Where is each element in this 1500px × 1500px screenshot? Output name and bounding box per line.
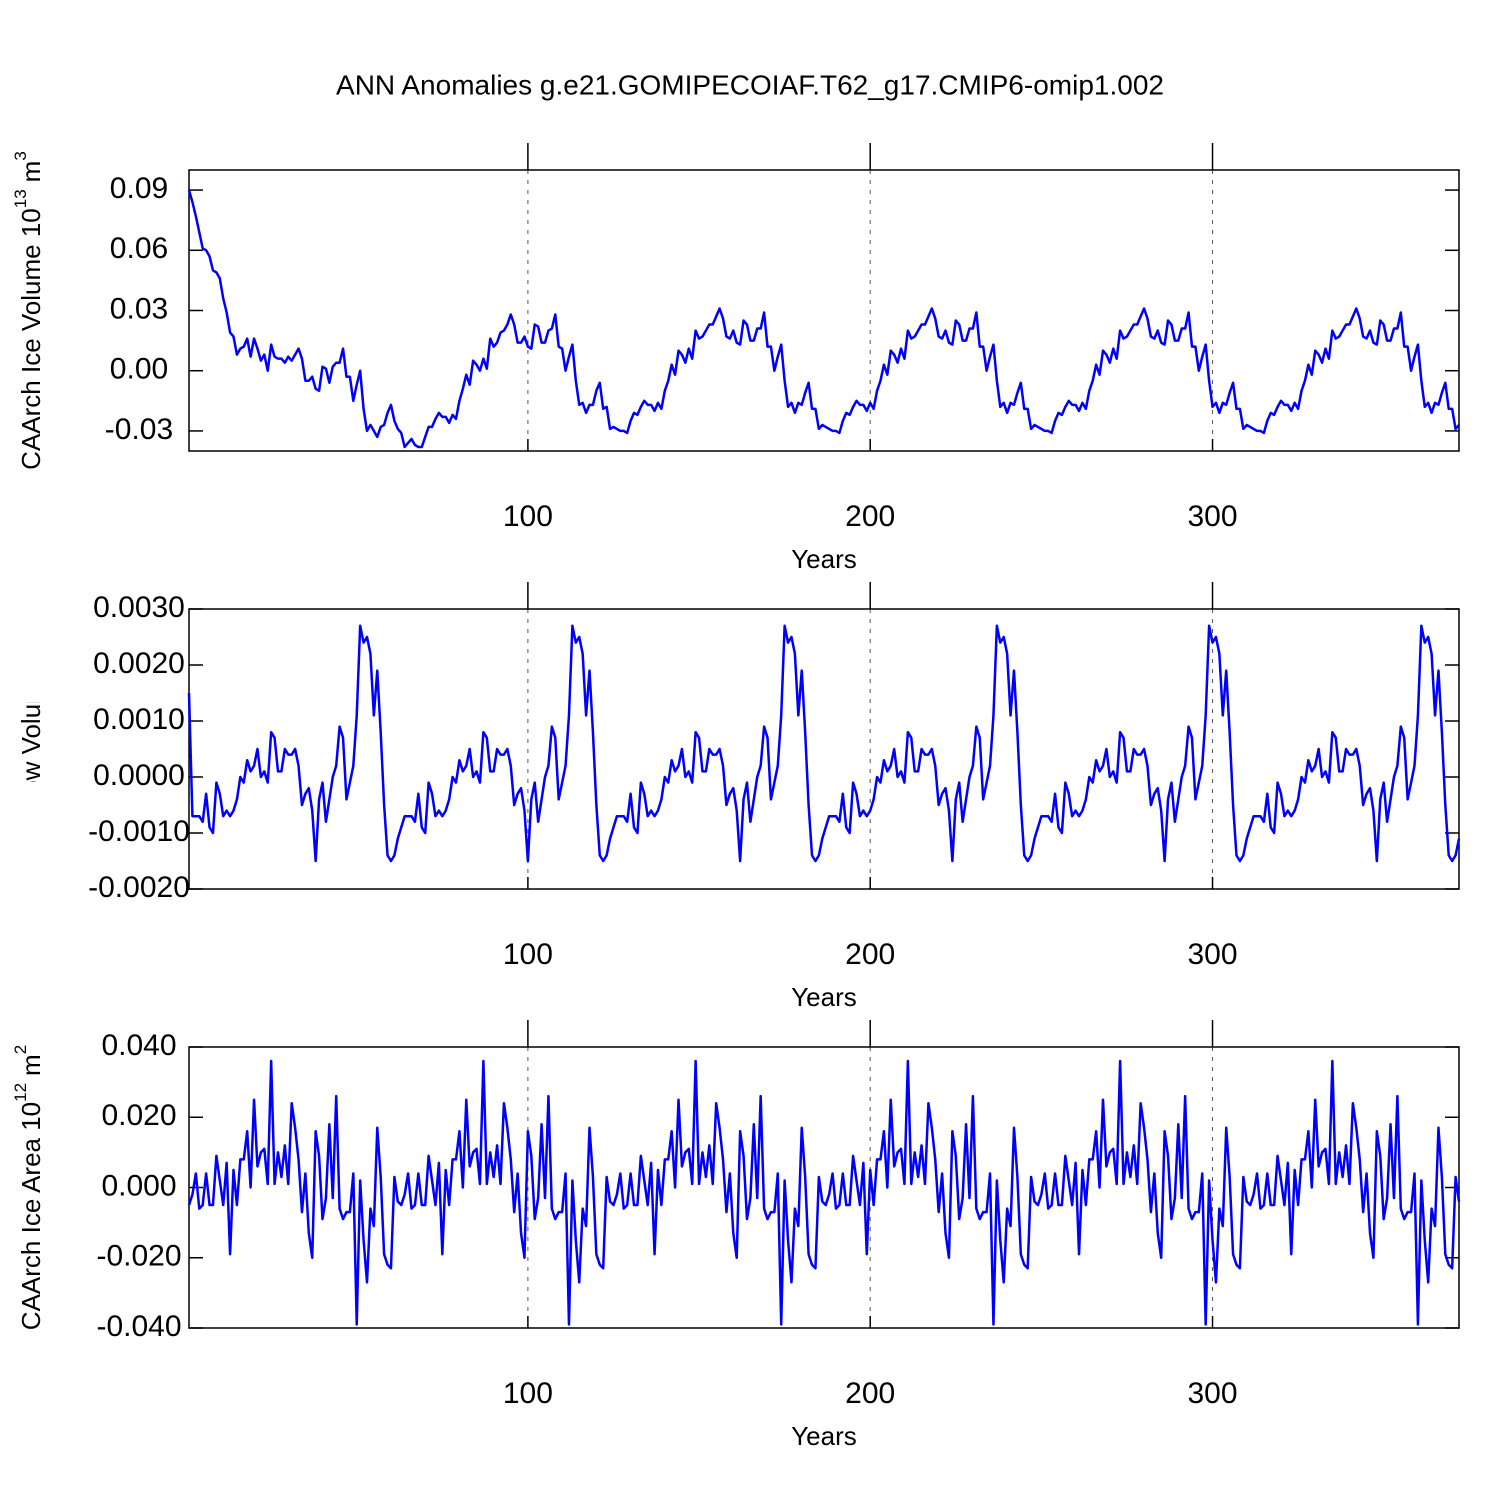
y-tick-label: 0.0020	[93, 647, 185, 680]
figure-title: ANN Anomalies g.e21.GOMIPECOIAF.T62_g17.…	[336, 69, 1164, 100]
x-tick-label: 100	[503, 1377, 553, 1410]
data-line	[187, 189, 1460, 449]
y-axis-title-part: 3	[11, 575, 30, 584]
x-tick-label: 200	[845, 500, 895, 533]
y-axis-title-part: m	[16, 584, 46, 606]
y-tick-label: 0.040	[101, 1029, 176, 1062]
y-axis-title: CAArch Ice Volume 1013 m3	[11, 151, 45, 470]
x-axis-title: Years	[791, 544, 857, 574]
y-tick-label: 0.0030	[93, 591, 185, 624]
y-tick-label: -0.020	[96, 1240, 181, 1273]
y-axis-title-part: m	[16, 161, 46, 183]
plot-frame	[188, 608, 1460, 890]
y-axis-title-part: CAArch Ice Volume 10	[16, 208, 46, 470]
x-axis-title: Years	[791, 982, 857, 1012]
y-tick-label: -0.0020	[88, 871, 190, 904]
y-axis-title-part: 12	[11, 1083, 30, 1102]
x-tick-label: 100	[503, 938, 553, 971]
y-tick-label: -0.0010	[88, 815, 190, 848]
y-axis-title: CAArch Snow Volume 1013 m3	[11, 575, 45, 924]
y-axis-title-part: 2	[11, 1045, 30, 1054]
panel: 100 200 300 0.09 0.06 0.03 0.00 -0.03 Years CAArc…	[11, 143, 1460, 574]
plot-frame	[188, 169, 1460, 452]
y-axis-title-part: m	[16, 1054, 46, 1076]
data-line	[187, 624, 1461, 863]
x-axis-title: Years	[791, 1421, 857, 1451]
y-axis-title-part: 13	[11, 613, 30, 632]
y-tick-label: 0.000	[101, 1169, 176, 1202]
y-tick-label: 0.09	[110, 172, 168, 205]
x-tick-label: 300	[1187, 500, 1237, 533]
y-axis-title-part: CAArch Ice Area 10	[16, 1102, 46, 1330]
x-tick-label: 200	[845, 1377, 895, 1410]
y-tick-label: 0.020	[101, 1099, 176, 1132]
data-line	[187, 1059, 1461, 1326]
y-tick-label: 0.0010	[93, 703, 185, 736]
y-tick-label: 0.06	[110, 232, 168, 265]
y-tick-label: 0.03	[110, 292, 168, 325]
x-tick-label: 300	[1187, 1377, 1237, 1410]
y-axis-title-part: 13	[11, 189, 30, 208]
x-tick-label: 200	[845, 938, 895, 971]
y-tick-label: 0.00	[110, 353, 168, 386]
y-axis-title-part: 3	[11, 151, 30, 160]
plot-frame	[188, 1046, 1460, 1329]
y-tick-label: -0.040	[96, 1310, 181, 1343]
x-tick-label: 300	[1187, 938, 1237, 971]
y-axis-title: CAArch Ice Area 1012 m2	[11, 1045, 45, 1330]
x-tick-label: 100	[503, 500, 553, 533]
y-tick-label: 0.0000	[93, 759, 185, 792]
y-axis-title-part: CAArch Snow Volume 10	[16, 632, 46, 924]
y-tick-label: -0.03	[105, 413, 173, 446]
